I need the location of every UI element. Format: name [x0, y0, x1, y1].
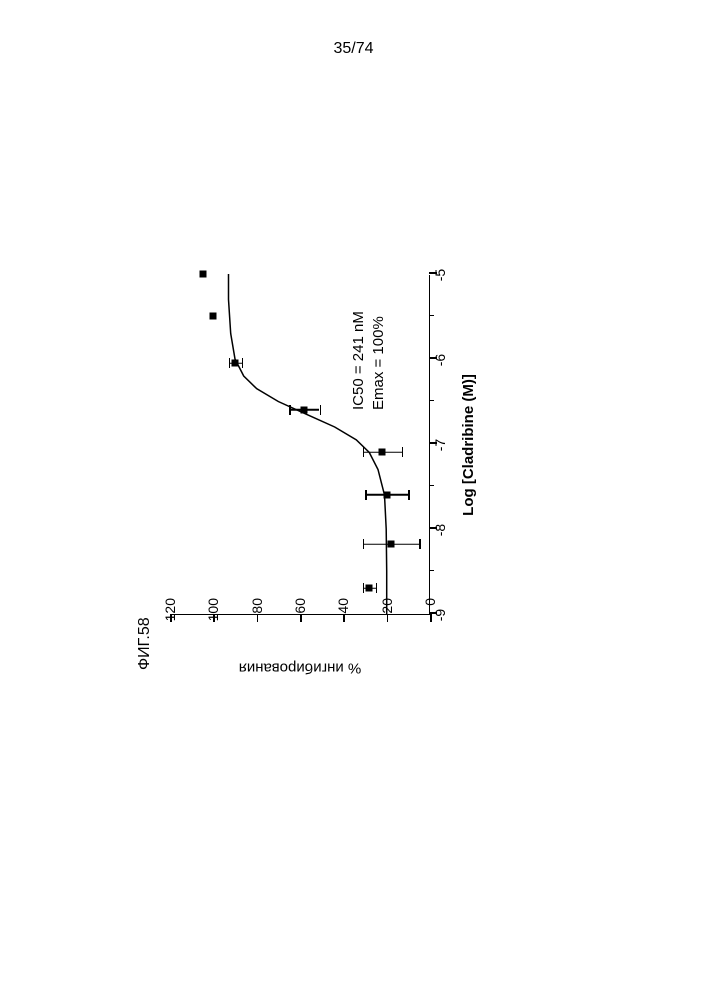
x-minor-tick	[429, 570, 434, 572]
data-point	[210, 313, 217, 320]
y-axis-label: % ингибирования	[239, 660, 362, 677]
data-point	[388, 541, 395, 548]
x-axis-label: Log [Cladribine (M)]	[460, 275, 477, 615]
y-tick-label: 60	[292, 598, 308, 638]
plot-area	[170, 275, 430, 615]
page-number: 35/74	[0, 40, 707, 58]
error-bar-cap	[229, 358, 231, 368]
annotation-ic50: IC50 = 241 nM	[350, 311, 367, 410]
data-point	[383, 492, 390, 499]
error-bar-cap	[289, 405, 291, 415]
data-point	[232, 360, 239, 367]
error-bar-cap	[242, 358, 244, 368]
error-bar-cap	[320, 405, 322, 415]
x-minor-tick	[429, 315, 434, 317]
data-point	[379, 449, 386, 456]
data-point	[199, 271, 206, 278]
annotation-emax: Emax = 100%	[370, 316, 387, 410]
error-bar-cap	[408, 490, 410, 500]
y-tick-label: 120	[162, 598, 178, 638]
x-minor-tick	[429, 400, 434, 402]
error-bar-cap	[419, 539, 421, 549]
y-tick-label: 40	[335, 598, 351, 638]
y-tick-label: 20	[379, 598, 395, 638]
x-tick-label: -6	[432, 354, 448, 366]
error-bar-cap	[365, 490, 367, 500]
y-tick-label: 100	[205, 598, 221, 638]
fit-curve	[170, 274, 430, 614]
error-bar-cap	[363, 539, 365, 549]
figure-container: ФИГ.58 % ингибирования 020406080100120 -…	[160, 250, 480, 670]
x-minor-tick	[429, 485, 434, 487]
y-tick-label: 80	[249, 598, 265, 638]
data-point	[366, 585, 373, 592]
x-tick-label: -9	[432, 609, 448, 621]
error-bar-cap	[376, 584, 378, 594]
x-tick-label: -8	[432, 524, 448, 536]
error-bar-cap	[363, 584, 365, 594]
data-point	[301, 407, 308, 414]
error-bar-cap	[402, 448, 404, 458]
figure-label: ФИГ.58	[136, 617, 154, 670]
x-tick-label: -5	[432, 269, 448, 281]
x-tick-label: -7	[432, 439, 448, 451]
error-bar-cap	[363, 448, 365, 458]
